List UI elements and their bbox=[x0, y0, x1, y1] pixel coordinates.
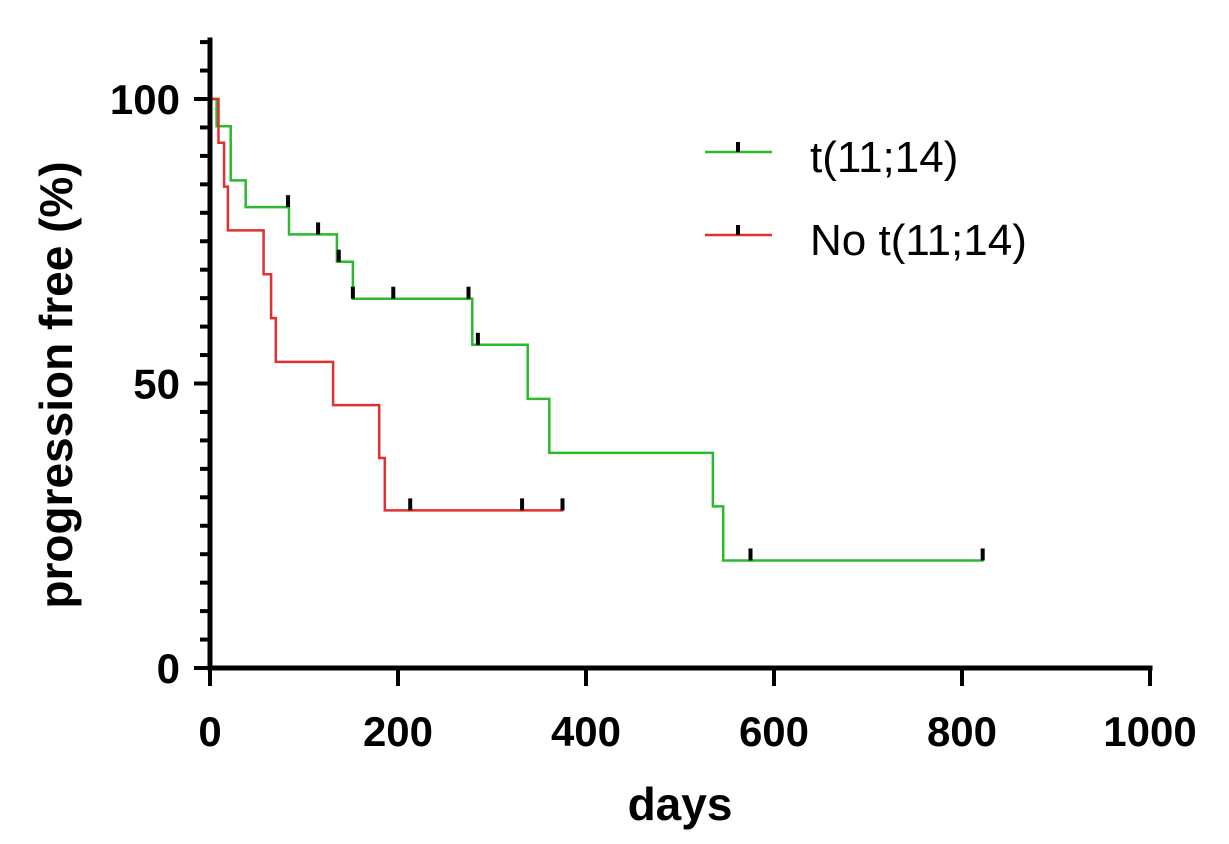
plot-area bbox=[210, 97, 985, 562]
y-axis-title: progression free (%) bbox=[30, 161, 82, 608]
x-axis-title: days bbox=[628, 778, 733, 830]
y-tick-label: 50 bbox=[133, 361, 180, 408]
axes bbox=[207, 37, 1153, 671]
x-tick-label: 400 bbox=[551, 708, 621, 755]
x-tick-label: 200 bbox=[363, 708, 433, 755]
y-tick-label: 0 bbox=[157, 645, 180, 692]
legend: t(11;14) No t(11;14) bbox=[705, 133, 1027, 265]
x-tick-label: 800 bbox=[927, 708, 997, 755]
x-tick-label: 1000 bbox=[1103, 708, 1196, 755]
legend-entry-t11-14: t(11;14) bbox=[705, 133, 958, 182]
x-tick-label: 0 bbox=[198, 708, 221, 755]
series-line-t11-14 bbox=[210, 97, 984, 562]
y-tick-label: 100 bbox=[110, 76, 180, 123]
legend-label-t11-14: t(11;14) bbox=[810, 133, 958, 182]
x-tick-label: 600 bbox=[739, 708, 809, 755]
series-line-no-t11-14 bbox=[210, 97, 564, 512]
legend-entry-no-t11-14: No t(11;14) bbox=[705, 216, 1027, 265]
legend-label-no-t11-14: No t(11;14) bbox=[810, 216, 1027, 265]
